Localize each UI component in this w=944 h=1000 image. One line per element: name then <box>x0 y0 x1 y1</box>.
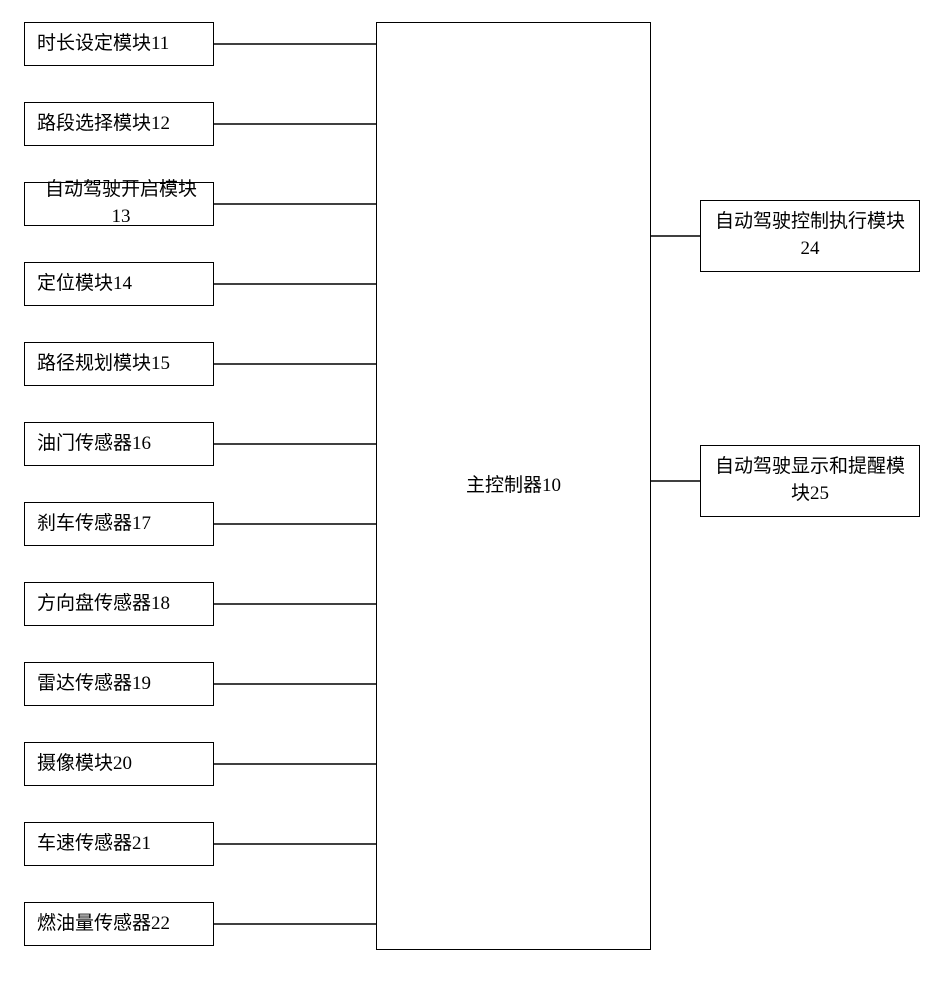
left-module-1: 路段选择模块12 <box>24 102 214 146</box>
left-module-9: 摄像模块20 <box>24 742 214 786</box>
connector-right-1 <box>651 479 700 483</box>
left-module-8: 雷达传感器19 <box>24 662 214 706</box>
connector-left-8 <box>214 682 376 686</box>
left-module-3: 定位模块14 <box>24 262 214 306</box>
left-module-2: 自动驾驶开启模块13 <box>24 182 214 226</box>
center-main-controller: 主控制器10 <box>376 22 651 950</box>
connector-left-6 <box>214 522 376 526</box>
left-module-10: 车速传感器21 <box>24 822 214 866</box>
connector-left-9 <box>214 762 376 766</box>
connector-left-10 <box>214 842 376 846</box>
right-module-0: 自动驾驶控制执行模块24 <box>700 200 920 272</box>
left-module-11: 燃油量传感器22 <box>24 902 214 946</box>
left-module-7: 方向盘传感器18 <box>24 582 214 626</box>
connector-left-2 <box>214 202 376 206</box>
right-module-1: 自动驾驶显示和提醒模块25 <box>700 445 920 517</box>
left-module-0: 时长设定模块11 <box>24 22 214 66</box>
connector-left-3 <box>214 282 376 286</box>
connector-right-0 <box>651 234 700 238</box>
connector-left-7 <box>214 602 376 606</box>
connector-left-1 <box>214 122 376 126</box>
connector-left-4 <box>214 362 376 366</box>
connector-left-11 <box>214 922 376 926</box>
connector-left-0 <box>214 42 376 46</box>
left-module-6: 刹车传感器17 <box>24 502 214 546</box>
connector-left-5 <box>214 442 376 446</box>
left-module-4: 路径规划模块15 <box>24 342 214 386</box>
left-module-5: 油门传感器16 <box>24 422 214 466</box>
